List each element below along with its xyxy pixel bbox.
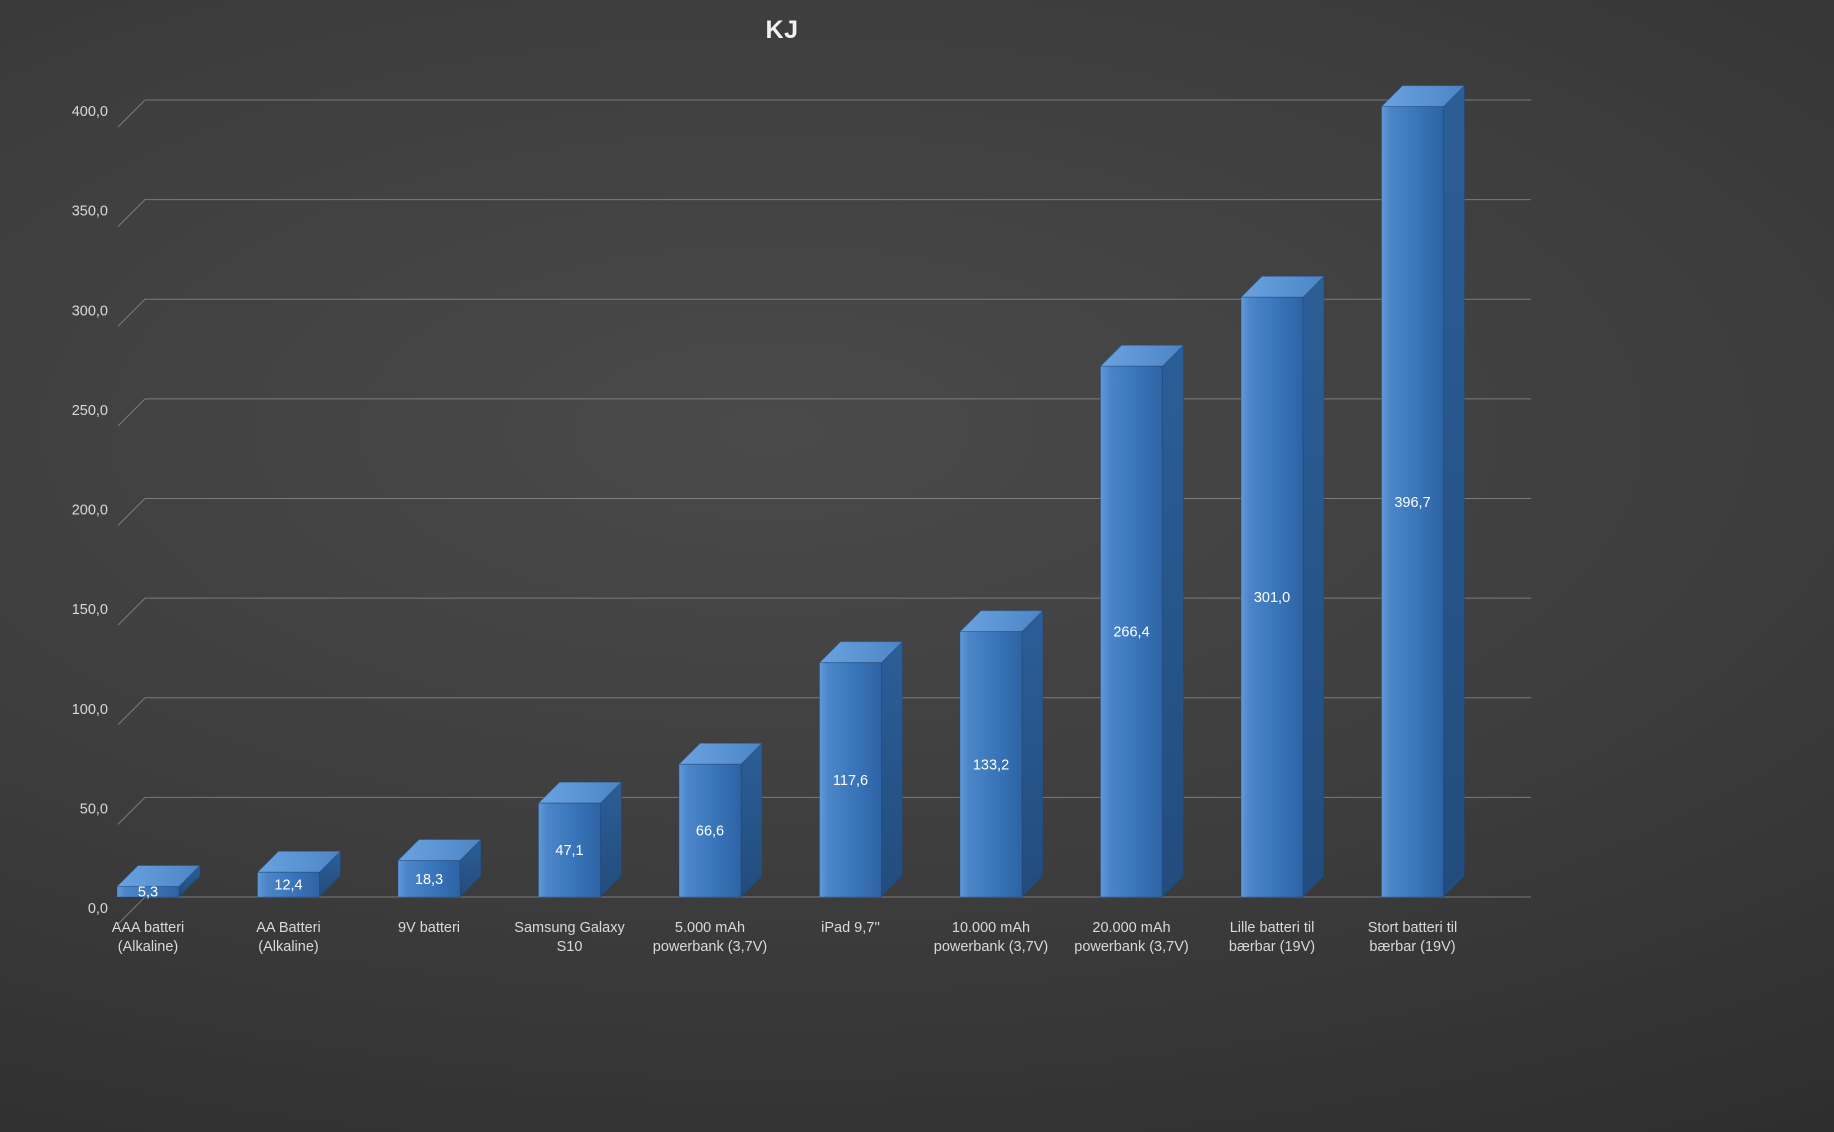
category-label: iPad 9,7'' bbox=[821, 920, 880, 936]
bar[interactable]: 5,3 bbox=[115, 864, 202, 901]
category-label: Stort batteri til bærbar (19V) bbox=[1368, 920, 1457, 955]
bar-front-face bbox=[538, 802, 601, 898]
category-label: AA Batteri (Alkaline) bbox=[256, 920, 320, 955]
y-axis-tick-label: 50,0 bbox=[80, 801, 108, 817]
bar-value-label: 301,0 bbox=[1254, 590, 1290, 606]
bar-value-label: 5,3 bbox=[138, 885, 158, 901]
bar-side-face bbox=[740, 742, 763, 899]
bar-side-face bbox=[1302, 275, 1325, 899]
category-label: Lille batteri til bærbar (19V) bbox=[1229, 920, 1315, 955]
bar[interactable]: 266,4 bbox=[1099, 343, 1185, 899]
gridline bbox=[117, 697, 1531, 726]
y-axis-tick-label: 100,0 bbox=[72, 702, 108, 718]
bar-front-face bbox=[1381, 106, 1444, 898]
bar-series: 5,3 12,4 18,3 47,1 66,6 117,6 133,2 266,4 301,0 3… bbox=[115, 84, 1466, 901]
bar[interactable]: 47,1 bbox=[537, 780, 623, 899]
bar-value-label: 66,6 bbox=[696, 824, 724, 840]
bar-front-face bbox=[397, 860, 461, 898]
chart-title: KJ bbox=[765, 16, 799, 44]
bar-value-label: 12,4 bbox=[274, 878, 302, 894]
bar-side-face bbox=[1021, 609, 1044, 899]
bar[interactable]: 133,2 bbox=[958, 609, 1045, 899]
gridline bbox=[117, 199, 1531, 227]
bar-front-face bbox=[116, 885, 180, 898]
y-axis-tick-label: 200,0 bbox=[72, 503, 108, 519]
bar-front-face bbox=[1240, 296, 1304, 898]
y-axis-tick-label: 0,0 bbox=[88, 901, 108, 917]
bar[interactable]: 301,0 bbox=[1239, 275, 1326, 899]
bar-value-label: 133,2 bbox=[973, 757, 1009, 773]
bar[interactable]: 18,3 bbox=[396, 838, 483, 899]
category-label: 10.000 mAh powerbank (3,7V) bbox=[934, 920, 1048, 955]
bar-value-label: 47,1 bbox=[555, 843, 583, 859]
y-axis-tick-label: 150,0 bbox=[72, 602, 108, 618]
bar-front-face bbox=[678, 763, 742, 898]
gridlines: 0,0 50,0 100,0 150,0 200,0 250,0 300,0 350,0 400… bbox=[72, 99, 1531, 925]
y-axis-tick-label: 300,0 bbox=[72, 303, 108, 319]
bar[interactable]: 66,6 bbox=[677, 742, 764, 899]
bar-value-label: 117,6 bbox=[833, 773, 868, 789]
bar-value-label: 396,7 bbox=[1394, 495, 1430, 511]
category-label: 9V batteri bbox=[398, 920, 460, 936]
category-label: AAA batteri (Alkaline) bbox=[112, 920, 185, 955]
bar-front-face bbox=[1100, 365, 1163, 898]
category-label: 20.000 mAh powerbank (3,7V) bbox=[1074, 920, 1188, 955]
bar-value-label: 266,4 bbox=[1113, 625, 1149, 641]
bar-front-face bbox=[819, 662, 882, 898]
y-axis-tick-label: 400,0 bbox=[72, 104, 108, 120]
gridline bbox=[117, 498, 1531, 526]
bar-front-face bbox=[959, 631, 1023, 898]
category-label: Samsung Galaxy S10 bbox=[514, 920, 625, 955]
category-label: 5.000 mAh powerbank (3,7V) bbox=[653, 920, 767, 955]
bar-value-label: 18,3 bbox=[415, 872, 443, 888]
gridline bbox=[117, 597, 1531, 626]
x-axis-labels: AAA batteri (Alkaline) AA Batteri (Alkaline… bbox=[112, 920, 1458, 955]
bar[interactable]: 396,7 bbox=[1380, 84, 1466, 899]
bar-front-face bbox=[257, 871, 320, 898]
gridline bbox=[117, 398, 1531, 427]
y-axis-tick-label: 350,0 bbox=[72, 204, 108, 220]
gridline bbox=[117, 298, 1531, 327]
gridline bbox=[117, 796, 1531, 825]
bar[interactable]: 117,6 bbox=[818, 640, 904, 899]
bar-side-face bbox=[1162, 343, 1184, 899]
gridline bbox=[117, 99, 1531, 128]
bar-side-face bbox=[1443, 84, 1465, 899]
bar-side-face bbox=[881, 640, 903, 899]
y-axis-tick-label: 250,0 bbox=[72, 403, 108, 419]
bar[interactable]: 12,4 bbox=[256, 850, 342, 899]
